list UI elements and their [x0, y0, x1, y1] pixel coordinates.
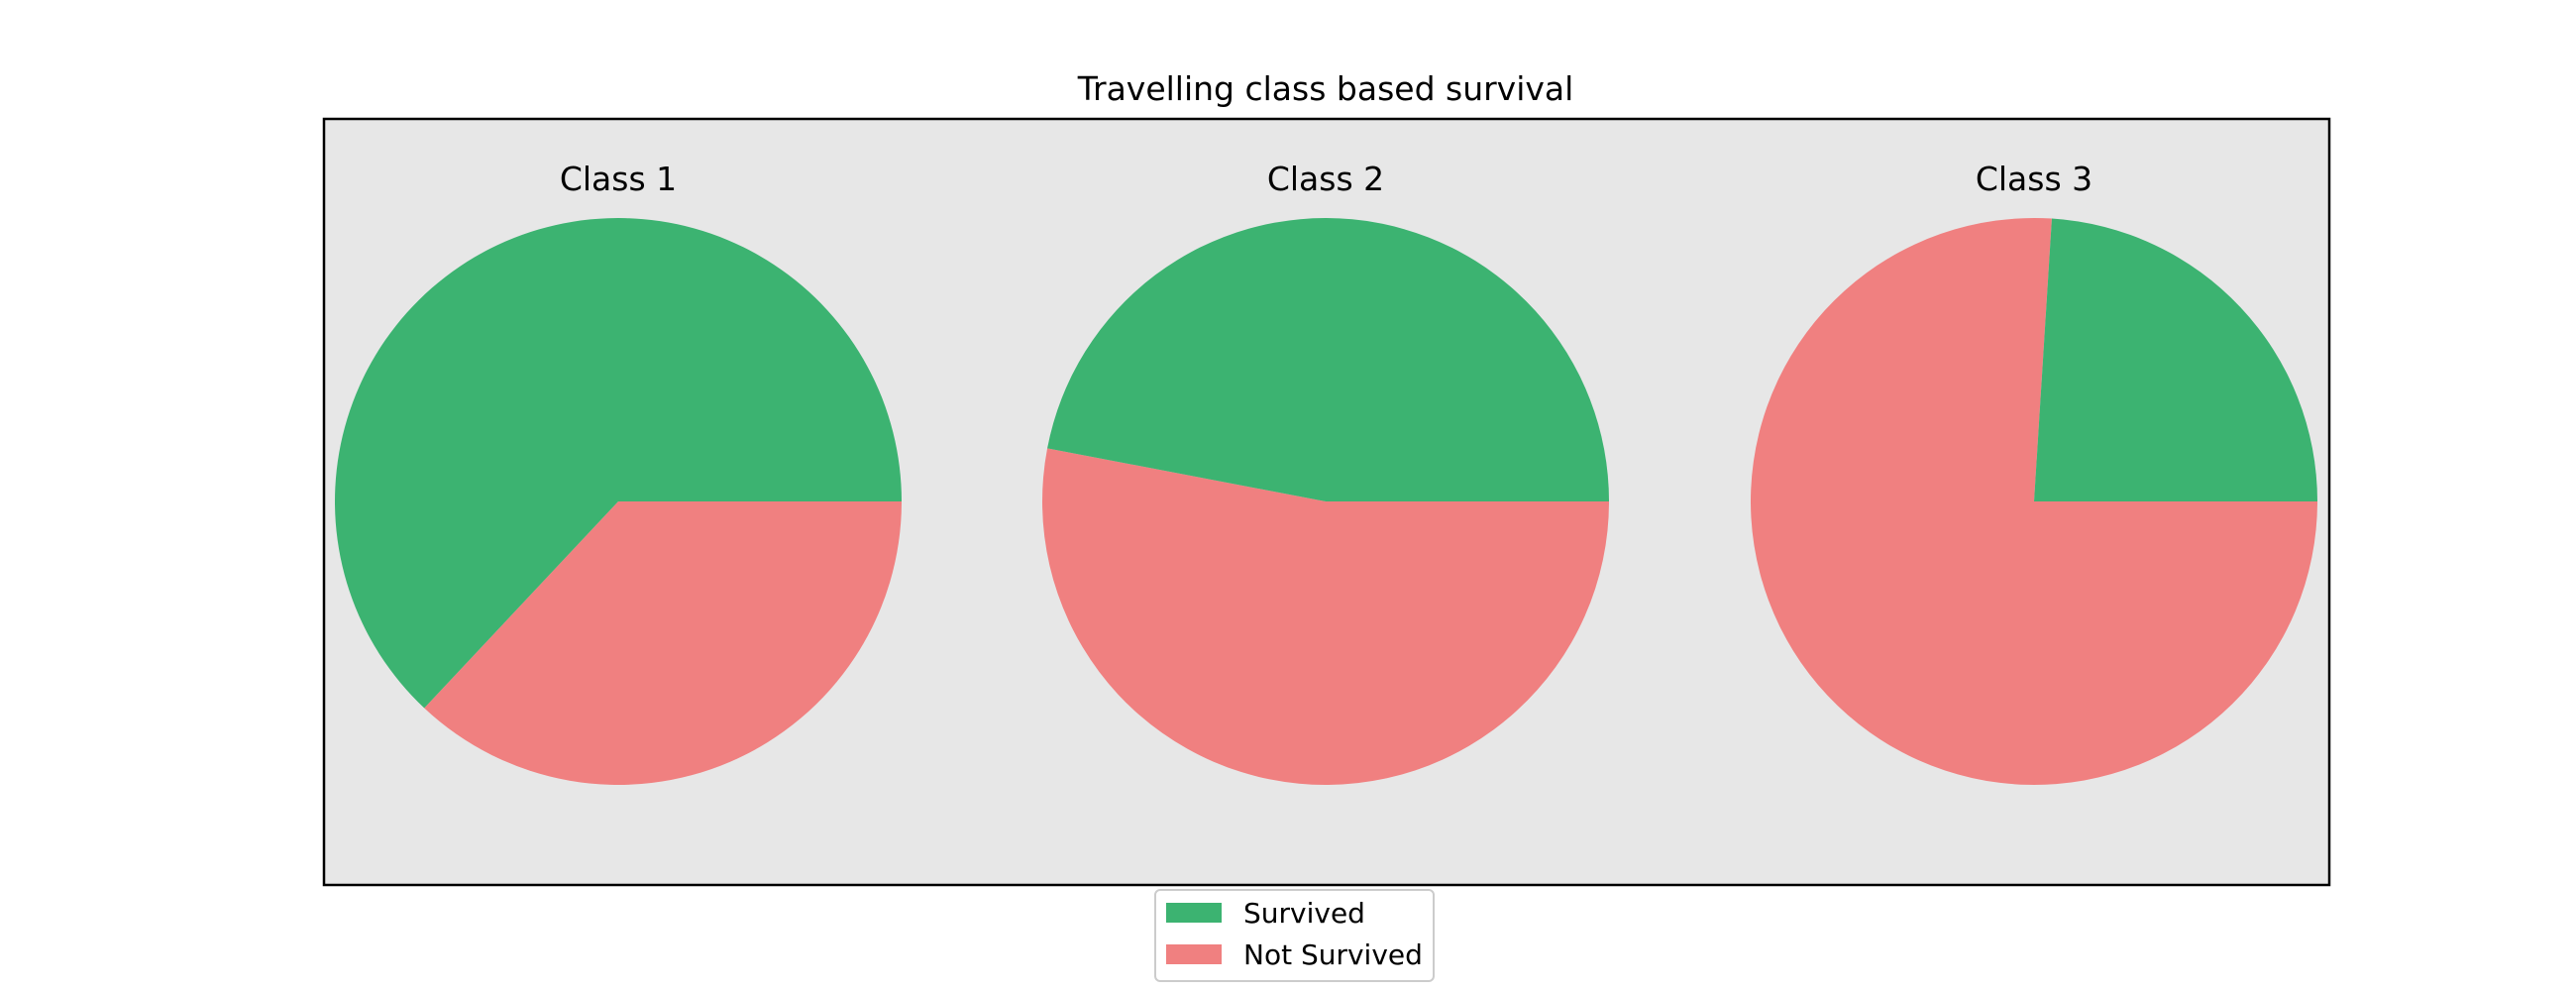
legend-swatch-survived [1166, 903, 1222, 923]
pie-group: Class 1 Class 2 Class 3 [335, 160, 2317, 786]
legend-label-not-survived: Not Survived [1243, 938, 1423, 971]
legend-swatch-not-survived [1166, 944, 1222, 964]
pie-slice-class-3-not-survived [1751, 217, 2317, 785]
pie-slice-class-1-survived [335, 218, 902, 709]
pie-slice-class-3-survived [2034, 218, 2317, 501]
pie-class-3: Class 3 [1751, 160, 2317, 785]
chart-title: Travelling class based survival [1077, 69, 1574, 108]
pie-class-1: Class 1 [335, 160, 902, 786]
pie-title-class-1: Class 1 [560, 160, 677, 198]
pie-slice-class-2-survived [1047, 218, 1609, 501]
legend-label-survived: Survived [1243, 897, 1365, 930]
pie-title-class-3: Class 3 [1976, 160, 2093, 198]
pie-class-2: Class 2 [1042, 160, 1609, 786]
pie-slice-class-2-not-survived [1042, 448, 1609, 786]
legend-frame [1154, 889, 1435, 982]
legend: Survived Not Survived [1154, 889, 1435, 982]
pie-title-class-2: Class 2 [1267, 160, 1384, 198]
pie-slice-class-1-not-survived [424, 501, 902, 786]
